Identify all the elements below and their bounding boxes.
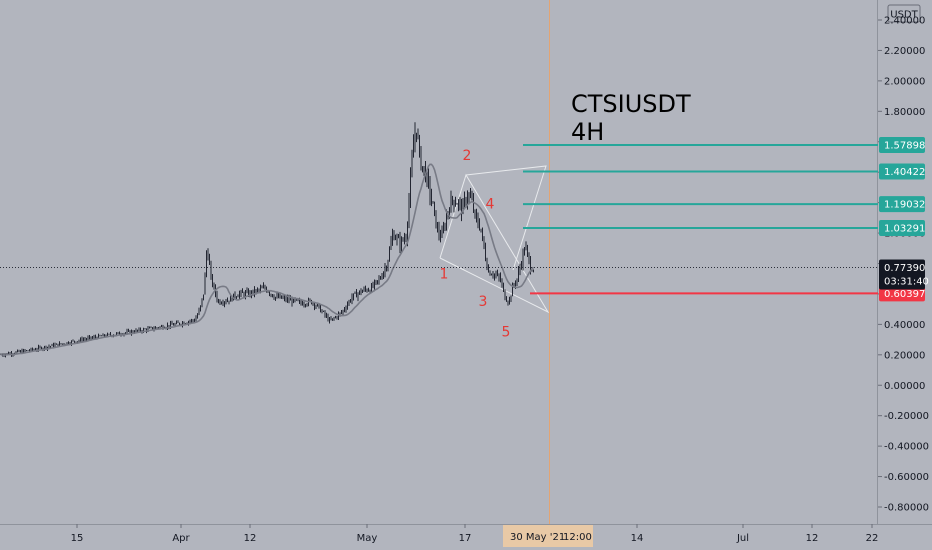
x-tick-label: 12 <box>806 533 819 544</box>
price-level-tag-box <box>879 196 925 213</box>
price-level-tag: 1.57898 <box>884 140 925 151</box>
chart-timeframe-title: 4H <box>571 118 604 146</box>
price-level-tag: 1.03291 <box>884 224 925 235</box>
wave-triangle-lower <box>439 173 550 314</box>
currency-badge-box[interactable] <box>887 4 921 23</box>
y-tick-label: 2.20000 <box>884 46 925 57</box>
price-level-tag-box <box>879 163 925 180</box>
x-tick-label: May <box>357 533 378 544</box>
y-tick-label: 2.00000 <box>884 76 925 87</box>
y-tick-label: 0.00000 <box>884 381 925 392</box>
crosshair-date-tag: 30 May '21 <box>510 532 565 543</box>
y-tick-label: 0.40000 <box>884 320 925 331</box>
y-tick-label: -0.60000 <box>884 472 929 483</box>
y-tick-label: 1.80000 <box>884 107 925 118</box>
y-tick-label: -0.80000 <box>884 503 929 514</box>
currency-badge: USDT <box>890 10 918 21</box>
wave-label-3: 3 <box>479 294 488 310</box>
crosshair-date-tag-box <box>503 525 593 547</box>
x-tick-label: 17 <box>459 533 472 544</box>
y-tick-label: -0.20000 <box>884 411 929 422</box>
countdown-tag: 03:31:40 <box>884 276 929 287</box>
price-level-tag-box <box>879 136 925 153</box>
wave-label-5: 5 <box>502 325 511 341</box>
last-price-tag: 0.77390 <box>884 263 925 274</box>
wave-label-4: 4 <box>486 197 495 213</box>
x-tick-label: 14 <box>631 533 644 544</box>
y-tick-label: 2.40000 <box>884 16 925 27</box>
y-tick-label: -0.40000 <box>884 442 929 453</box>
x-tick-label: Jul <box>736 533 749 544</box>
y-tick-label: 0.20000 <box>884 350 925 361</box>
price-level-tag-box <box>879 220 925 237</box>
wave-label-1: 1 <box>440 267 449 283</box>
wave-triangles <box>439 165 550 314</box>
price-level-tag: 1.40422 <box>884 167 925 178</box>
price-level-tag: 1.19032 <box>884 200 925 211</box>
price-levels[interactable]: 1.57898 1.40422 1.19032 1.03291 0.60397 <box>523 136 925 302</box>
last-price-tag-box <box>879 259 925 290</box>
x-tick-label: 22 <box>866 533 879 544</box>
x-tick-label: 15 <box>71 533 84 544</box>
moving-average-line <box>0 163 535 357</box>
chart-symbol-title: CTSIUSDT <box>571 90 691 118</box>
wave-labels: 1 2 3 4 5 <box>440 148 511 341</box>
x-axis-ticks: 15 Apr 12 May 17 14 Jul 12 22 <box>71 524 879 544</box>
wave-label-2: 2 <box>463 148 472 164</box>
candles <box>0 122 535 358</box>
x-tick-label: 12 <box>244 533 257 544</box>
crosshair-time-tag: 12:00 <box>563 532 592 543</box>
x-tick-label: Apr <box>172 533 190 544</box>
price-level-tag: 0.60397 <box>884 289 925 300</box>
last-price: 0.77390 03:31:40 <box>0 259 929 290</box>
wave-triangle-upper <box>465 165 547 271</box>
